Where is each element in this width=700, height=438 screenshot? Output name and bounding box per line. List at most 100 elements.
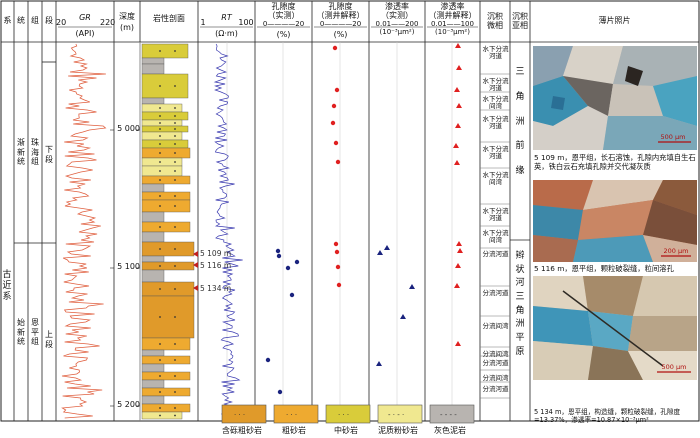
sample-arrow-5109 xyxy=(193,251,198,257)
micro-facies-6: 水下分流间湾 xyxy=(482,171,509,187)
svg-text:· · ·: · · · xyxy=(234,411,245,419)
header-group: 组 xyxy=(31,16,39,25)
micro-facies-3: 水下分流间湾 xyxy=(482,95,509,111)
micro-facies-15: 分流河道 xyxy=(482,385,509,393)
header-por-meas: 孔隙度 （实测） 0————20 (%) xyxy=(262,2,305,40)
lithology-layer-5 xyxy=(141,97,165,105)
por-log-point-3 xyxy=(331,103,337,109)
header-gr-unit: (API) xyxy=(75,29,95,38)
lithology-layer-4 xyxy=(141,73,189,99)
lithology-grain-dot xyxy=(174,195,176,197)
micro-facies-12: 分流间湾 xyxy=(482,350,509,358)
strat-member-upper: 下段 xyxy=(45,145,53,164)
perm-log-point-3 xyxy=(454,87,460,92)
gr-curve xyxy=(61,43,107,419)
header-micro-facies: 沉积 微相 xyxy=(487,12,503,31)
depth-5000: 5 000 xyxy=(117,124,140,133)
lithology-grain-dot xyxy=(159,205,161,207)
lithology-layer-1 xyxy=(141,43,189,59)
thin-section-photo-3: 500 μm xyxy=(533,276,697,380)
svg-text:· · ·: · · · xyxy=(338,411,349,419)
lithology-layer-15 xyxy=(141,175,191,185)
sub-facies-lower: 辫状河三角洲平原 xyxy=(515,251,525,357)
micro-facies-4: 水下分流河道 xyxy=(482,115,509,131)
perm-meas-point-4 xyxy=(400,314,406,319)
perm-log-point-5 xyxy=(455,123,461,128)
legend-swatch-pebbly-coarse xyxy=(221,404,267,424)
header-rt-max: 100 xyxy=(238,18,254,27)
lithology-grain-dot xyxy=(174,359,176,361)
header-thin-section: 薄片照片 xyxy=(598,16,631,25)
lithology-legend: · · · · · · · · · - · - · - - - - xyxy=(221,404,475,424)
photo-1-scale: 500 μm xyxy=(661,133,686,141)
lithology-layer-35 xyxy=(141,395,165,405)
header-perm-meas: 渗透率 （实测） 0.01——200 (10⁻³μm²) xyxy=(375,2,419,37)
perm-log-point-4 xyxy=(456,103,462,108)
perm-log-point-7 xyxy=(454,160,460,165)
lithology-grain-dot xyxy=(159,161,161,163)
lithology-layer-9 xyxy=(141,125,189,133)
perm-log-point-1 xyxy=(455,43,461,48)
perm-log-point-8 xyxy=(456,241,462,246)
lithology-grain-dot xyxy=(159,50,161,52)
lithology-grain-dot xyxy=(174,143,176,145)
legend-coarse: 粗砂岩 xyxy=(282,426,306,435)
lithology-grain-dot xyxy=(174,179,176,181)
lithology-layer-3 xyxy=(141,63,165,75)
lithology-grain-dot xyxy=(174,152,176,154)
lithology-grain-dot xyxy=(159,115,161,117)
lithology-layer-8 xyxy=(141,119,183,127)
depth-5100: 5 100 xyxy=(117,262,140,271)
lithology-layer-18 xyxy=(141,199,191,213)
header-por-log: 孔隙度 （测井解释） 0————20 (%) xyxy=(316,2,365,40)
lithology-grain-dot xyxy=(159,107,161,109)
lithology-grain-dot xyxy=(159,152,161,154)
perm-meas-point-1 xyxy=(384,245,390,250)
header-sub-facies: 沉积 亚相 xyxy=(512,12,528,31)
sample-label-5116: 5 116 m xyxy=(200,261,232,270)
thin-section-photo-1: 500 μm xyxy=(533,46,697,150)
sample-arrow-5134 xyxy=(193,285,198,291)
lithology-layer-6 xyxy=(141,103,183,113)
lithology-layer-23 xyxy=(141,255,165,263)
legend-muddy-silt: 泥质粉砂岩 xyxy=(378,426,418,435)
perm-log-point-9 xyxy=(457,248,463,253)
legend-swatch-muddy-silt xyxy=(377,404,423,424)
lithology-grain-dot xyxy=(159,407,161,409)
lithology-grain-dot xyxy=(159,143,161,145)
lithology-grain-dot xyxy=(174,375,176,377)
lithology-grain-dot xyxy=(174,115,176,117)
svg-text:· · ·: · · · xyxy=(286,411,297,419)
lithology-layer-25 xyxy=(141,269,165,283)
lithology-grain-dot xyxy=(159,179,161,181)
lithology-grain-dot xyxy=(174,343,176,345)
header-gr-max: 220 xyxy=(100,18,116,27)
perm-log-point-6 xyxy=(453,143,459,148)
header-rt-title: RT xyxy=(221,13,232,22)
svg-text:- · - ·: - · - · xyxy=(388,411,404,419)
lithology-layer-7 xyxy=(141,111,189,121)
header-depth-unit: (m) xyxy=(119,23,135,32)
lithology-grain-dot xyxy=(159,128,161,130)
lithology-layer-28 xyxy=(141,337,191,351)
photo-1-caption: 5 109 m，恩平组，长石溶蚀，孔隙内充填自生石英，铁白云石充填孔隙并交代凝灰… xyxy=(534,153,696,172)
por-log-point-6 xyxy=(335,159,341,165)
sample-arrow-5116 xyxy=(193,262,198,268)
lithology-grain-dot xyxy=(174,265,176,267)
por-meas-point-3 xyxy=(294,259,300,265)
lithology-layer-17 xyxy=(141,191,191,201)
lithology-grain-dot xyxy=(174,85,176,87)
thin-section-photo-2: 200 μm xyxy=(533,180,697,262)
lithology-grain-dot xyxy=(174,248,176,250)
strat-series-lower: 始新统 xyxy=(17,318,25,347)
legend-mudstone: 灰色泥岩 xyxy=(434,426,466,435)
photo-2-scale: 200 μm xyxy=(664,247,689,255)
lithology-grain-dot xyxy=(159,359,161,361)
lithology-grain-dot xyxy=(159,265,161,267)
sample-label-5134: 5 134 m xyxy=(200,284,232,293)
header-gr-min: 20 xyxy=(56,18,67,27)
perm-meas-point-2 xyxy=(377,250,383,255)
lithology-grain-dot xyxy=(159,316,161,318)
lithology-layer-36 xyxy=(141,403,191,413)
